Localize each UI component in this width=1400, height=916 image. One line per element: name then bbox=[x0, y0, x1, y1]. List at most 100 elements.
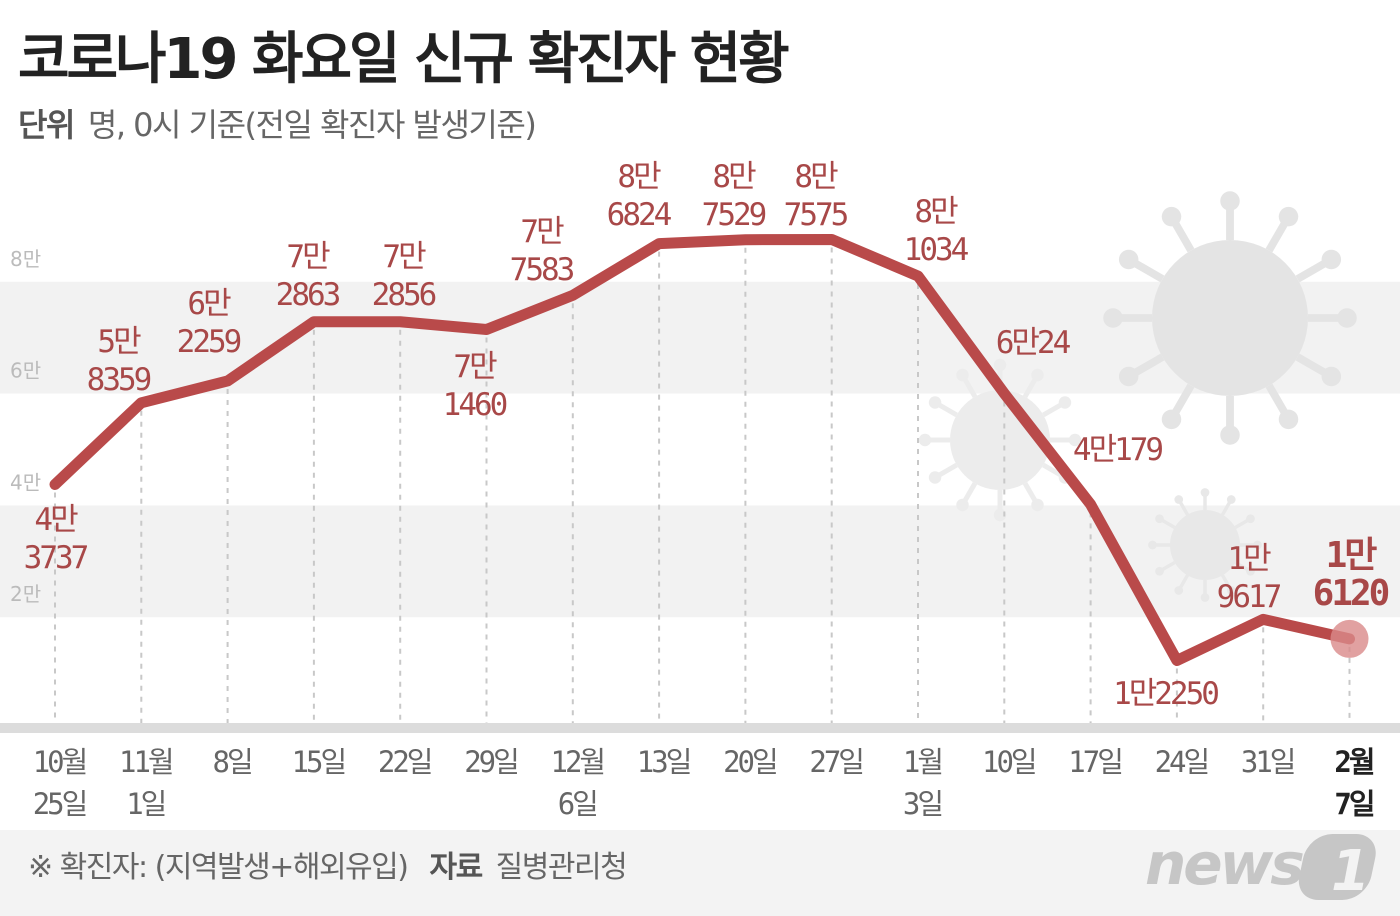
data-label: 4만179 bbox=[1073, 432, 1163, 468]
virus-spike-tip bbox=[1174, 586, 1184, 595]
virus-spike-tip bbox=[1226, 586, 1236, 595]
news1-logo: news 1 bbox=[1145, 826, 1390, 910]
data-point bbox=[1260, 616, 1267, 623]
virus-spike-tip bbox=[1321, 366, 1342, 387]
virus-spike bbox=[1220, 500, 1232, 516]
x-tick-label: 31일 bbox=[1241, 745, 1294, 779]
data-label: 7만 bbox=[453, 349, 497, 385]
virus-spike-tip bbox=[1161, 409, 1182, 430]
virus-spike-tip bbox=[1278, 206, 1299, 227]
page-title: 코로나19 화요일 신규 확진자 현황 bbox=[18, 27, 790, 92]
virus-body bbox=[1170, 510, 1240, 580]
virus-spike-tip bbox=[928, 471, 942, 484]
virus-spike bbox=[1170, 383, 1195, 418]
footnote: ※ 확진자: (지역발생+해외유입) 자료 질병관리청 bbox=[28, 842, 628, 886]
x-tick-label: 12월 bbox=[550, 745, 603, 779]
x-tick-label: 11월 bbox=[119, 745, 172, 779]
virus-spike-tip bbox=[1068, 433, 1082, 447]
footer bbox=[0, 830, 1400, 916]
x-tick-label: 24일 bbox=[1155, 745, 1208, 779]
virus-spike-tip bbox=[1155, 514, 1164, 524]
virus-spike-tip bbox=[1220, 425, 1240, 445]
data-label: 5만 bbox=[97, 324, 141, 360]
virus-spike-tip bbox=[956, 498, 969, 512]
data-label: 1만2250 bbox=[1113, 676, 1218, 712]
virus-spike-tip bbox=[1148, 540, 1157, 550]
x-tick-label: 7일 bbox=[1334, 787, 1373, 821]
data-label: 4만 bbox=[34, 502, 78, 538]
virus-spike-tip bbox=[1321, 249, 1342, 270]
data-point bbox=[915, 273, 921, 280]
virus-spike-tip bbox=[1058, 396, 1072, 409]
virus-spike-tip bbox=[1220, 191, 1240, 211]
virus-spike-tip bbox=[993, 508, 1007, 522]
data-point bbox=[52, 481, 58, 488]
data-label: 2259 bbox=[177, 324, 241, 360]
data-point bbox=[310, 318, 317, 325]
data-label: 3737 bbox=[24, 540, 88, 576]
virus-spike-tip bbox=[1118, 249, 1139, 270]
svg-text:1: 1 bbox=[1331, 839, 1370, 904]
virus-spike-tip bbox=[1174, 495, 1184, 504]
virus-body bbox=[1152, 240, 1308, 396]
data-point bbox=[483, 326, 490, 333]
data-point bbox=[1087, 501, 1094, 508]
virus-spike-tip bbox=[1031, 368, 1044, 382]
data-label: 7만 bbox=[382, 239, 426, 275]
data-label: 7만 bbox=[520, 214, 564, 250]
virus-spike-tip bbox=[1200, 488, 1210, 497]
data-point bbox=[656, 240, 663, 247]
data-label: 7만 bbox=[286, 239, 330, 275]
virus-spike-tip bbox=[1031, 498, 1044, 512]
x-tick-label: 20일 bbox=[723, 745, 776, 779]
virus-spike-tip bbox=[1161, 206, 1182, 227]
source-label: 자료 bbox=[429, 850, 483, 885]
y-tick-label: 8만 bbox=[10, 247, 41, 271]
virus-spike-tip bbox=[918, 433, 932, 447]
data-label: 8만 bbox=[914, 194, 958, 230]
data-point bbox=[224, 377, 231, 384]
y-tick-label: 6만 bbox=[10, 359, 41, 383]
x-tick-label: 2월 bbox=[1334, 745, 1373, 779]
data-point bbox=[1173, 657, 1180, 664]
x-tick-label: 10일 bbox=[982, 745, 1035, 779]
virus-spike-tip bbox=[1118, 366, 1139, 387]
data-point bbox=[569, 292, 576, 299]
x-tick-label: 29일 bbox=[464, 745, 517, 779]
x-tick-label: 1월 bbox=[903, 745, 941, 779]
virus-spike-tip bbox=[1246, 566, 1255, 576]
virus-spike-tip bbox=[1200, 593, 1210, 602]
x-tick-label: 6일 bbox=[558, 787, 596, 821]
data-label: 8만 bbox=[617, 159, 661, 195]
data-point bbox=[742, 236, 749, 243]
data-label: 1만 bbox=[1227, 541, 1271, 577]
data-label: 8만 bbox=[712, 159, 756, 195]
svg-text:news: news bbox=[1145, 830, 1303, 898]
x-tick-label: 27일 bbox=[809, 745, 862, 779]
virus-spike-tip bbox=[956, 368, 969, 382]
virus-spike-tip bbox=[1253, 540, 1262, 550]
virus-spike-tip bbox=[1155, 566, 1164, 576]
unit-label: 단위 bbox=[18, 106, 75, 144]
x-tick-label: 10월 bbox=[33, 745, 86, 779]
y-tick-label: 4만 bbox=[10, 470, 41, 494]
data-label: 9617 bbox=[1217, 579, 1281, 615]
virus-spike-tip bbox=[993, 358, 1007, 372]
data-label: 6만 bbox=[187, 286, 231, 322]
data-label: 7529 bbox=[702, 197, 766, 233]
x-axis-baseline bbox=[0, 723, 1400, 733]
virus-spike-tip bbox=[1337, 308, 1357, 328]
data-label: 7575 bbox=[784, 197, 848, 233]
data-point bbox=[397, 318, 404, 325]
virus-spike-tip bbox=[1246, 514, 1255, 524]
virus-spike-tip bbox=[1278, 409, 1299, 430]
data-label: 2856 bbox=[372, 277, 436, 313]
x-tick-label: 1일 bbox=[126, 787, 164, 821]
x-tick-label: 17일 bbox=[1068, 745, 1121, 779]
virus-spike bbox=[1178, 500, 1190, 516]
data-point bbox=[828, 236, 835, 243]
x-tick-label: 22일 bbox=[378, 745, 431, 779]
x-tick-label: 8일 bbox=[213, 745, 251, 779]
data-label: 6만24 bbox=[996, 325, 1071, 361]
source-text: 질병관리청 bbox=[495, 850, 628, 885]
